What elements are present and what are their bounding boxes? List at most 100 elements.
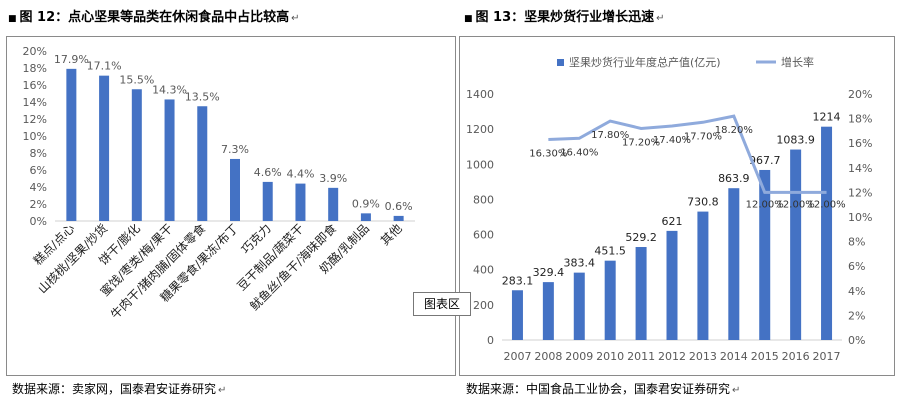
y-tick-label: 14% [23, 96, 47, 109]
y2-tick-label: 6% [848, 260, 865, 273]
bar-data-label: 863.9 [718, 172, 750, 185]
bar [635, 247, 647, 340]
x-tick-label: 2010 [596, 350, 624, 363]
bar [295, 183, 306, 221]
x-tick-label: 2008 [534, 350, 562, 363]
y-tick-label: 0 [487, 334, 494, 347]
y-tick-label: 200 [473, 299, 494, 312]
legend-bar-swatch [557, 59, 564, 66]
right-source-note: 数据来源：中国食品工业协会，国泰君安证券研究 ↵ [466, 380, 740, 397]
y-tick-label: 18% [23, 62, 47, 75]
bar [99, 75, 110, 222]
bar-data-label: 383.4 [564, 257, 596, 270]
left-source-note: 数据来源：卖家网，国泰君安证券研究 ↵ [12, 380, 226, 397]
right-panel-title: ■ 图 13：坚果炒货行业增长迅速 ↵ [464, 6, 665, 25]
data-label: 4.4% [286, 168, 314, 181]
bar [164, 99, 175, 221]
right-combo-chart: 坚果炒货行业年度总产值(亿元) 增长率 0 200 400 600 800 1000 1200 1… [466, 55, 872, 363]
x-tick-label: 其他 [378, 221, 405, 248]
return-mark-icon: ↵ [218, 385, 227, 396]
left-bar-chart: 0%2%4%6%8%10%12%14%16%18%20%17.9%糕点/点心17… [23, 45, 415, 322]
y2-tick-label: 14% [848, 162, 872, 175]
legend-line-label: 增长率 [781, 55, 814, 69]
bar [821, 126, 833, 340]
left-chart-frame: 0% 2% 4% 6% 8% 10% 12% 14% 16% 18% 20% 17.9% 糕点/点心 17… [6, 36, 456, 376]
y2-tick-label: 8% [848, 236, 865, 249]
y2-tick-label: 12% [848, 186, 872, 199]
y2-tick-label: 2% [848, 309, 865, 322]
bar [697, 211, 709, 340]
data-label: 3.9% [319, 172, 347, 185]
y2-tick-label: 4% [848, 285, 865, 298]
y-tick-label: 12% [23, 113, 47, 126]
line-data-label: 12.00% [746, 199, 784, 210]
bar [328, 187, 339, 221]
bar [511, 290, 523, 340]
title-bullet-icon: ■ [8, 14, 17, 24]
bar [393, 215, 404, 221]
y-tick-label: 1000 [466, 158, 494, 171]
y-tick-label: 1200 [466, 123, 494, 136]
line-data-label: 16.30% [529, 149, 567, 160]
line-data-label: 18.20% [715, 125, 753, 136]
y-tick-label: 6% [30, 164, 47, 177]
x-tick-label: 2007 [503, 350, 531, 363]
left-panel-title: ■ 图 12：点心坚果等品类在休闲食品中占比较高 ↵ [8, 6, 300, 25]
x-tick-label: 2015 [751, 350, 779, 363]
line-data-label: 17.80% [591, 130, 629, 141]
bar [197, 106, 208, 221]
bar [131, 89, 142, 221]
data-label: 15.5% [119, 73, 154, 86]
data-label: 14.3% [152, 83, 187, 96]
line-data-label: 17.20% [622, 137, 660, 148]
bar [604, 260, 616, 340]
y-tick-label: 0% [30, 215, 47, 228]
y-tick-label: 20% [23, 45, 47, 58]
right-chart-frame: 坚果炒货行业年度总产值(亿元) 增长率 0 200 400 600 800 1000 1200 1… [459, 36, 895, 376]
bar-data-label: 329.4 [533, 266, 565, 279]
data-label: 0.6% [385, 200, 413, 213]
line-data-label: 12.00% [807, 199, 845, 210]
y2-tick-label: 0% [848, 334, 865, 347]
right-title-text: 图 13：坚果炒货行业增长迅速 [475, 10, 655, 25]
return-mark-icon: ↵ [656, 13, 665, 24]
x-tick-label: 2017 [813, 350, 841, 363]
y-tick-label: 400 [473, 264, 494, 277]
y-tick-label: 1400 [466, 88, 494, 101]
bar [666, 230, 678, 340]
data-label: 7.3% [221, 143, 249, 156]
x-tick-label: 2013 [689, 350, 717, 363]
line-data-label: 17.40% [653, 135, 691, 146]
x-tick-label: 2009 [565, 350, 593, 363]
y2-tick-label: 16% [848, 137, 872, 150]
y-tick-label: 8% [30, 147, 47, 160]
line-data-label: 12.00% [777, 199, 815, 210]
y-tick-label: 800 [473, 193, 494, 206]
bar [66, 68, 77, 221]
left-title-text: 图 12：点心坚果等品类在休闲食品中占比较高 [19, 10, 290, 25]
bar [542, 282, 554, 340]
bar [759, 169, 771, 340]
x-tick-label: 2012 [658, 350, 686, 363]
x-tick-label: 2014 [720, 350, 748, 363]
return-mark-icon: ↵ [732, 385, 741, 396]
left-source-text: 数据来源：卖家网，国泰君安证券研究 [12, 382, 217, 396]
bar [573, 272, 585, 340]
bar-data-label: 283.1 [502, 274, 534, 287]
bar [360, 213, 371, 221]
bar-data-label: 529.2 [625, 231, 657, 244]
return-mark-icon: ↵ [291, 13, 300, 24]
bar-data-label: 451.5 [594, 245, 626, 258]
bar-data-label: 1083.9 [776, 134, 815, 147]
growth-line [548, 114, 827, 194]
y2-tick-label: 18% [848, 113, 872, 126]
bar-data-label: 621 [662, 215, 683, 228]
bar-data-label: 1214 [813, 111, 841, 124]
y2-tick-label: 10% [848, 211, 872, 224]
chart-area-tooltip: 图表区 [413, 292, 471, 316]
x-tick-label: 2016 [782, 350, 810, 363]
y2-tick-label: 20% [848, 88, 872, 101]
data-label: 17.1% [87, 60, 122, 73]
data-label: 0.9% [352, 197, 380, 210]
line-data-label: 16.40% [560, 147, 598, 158]
